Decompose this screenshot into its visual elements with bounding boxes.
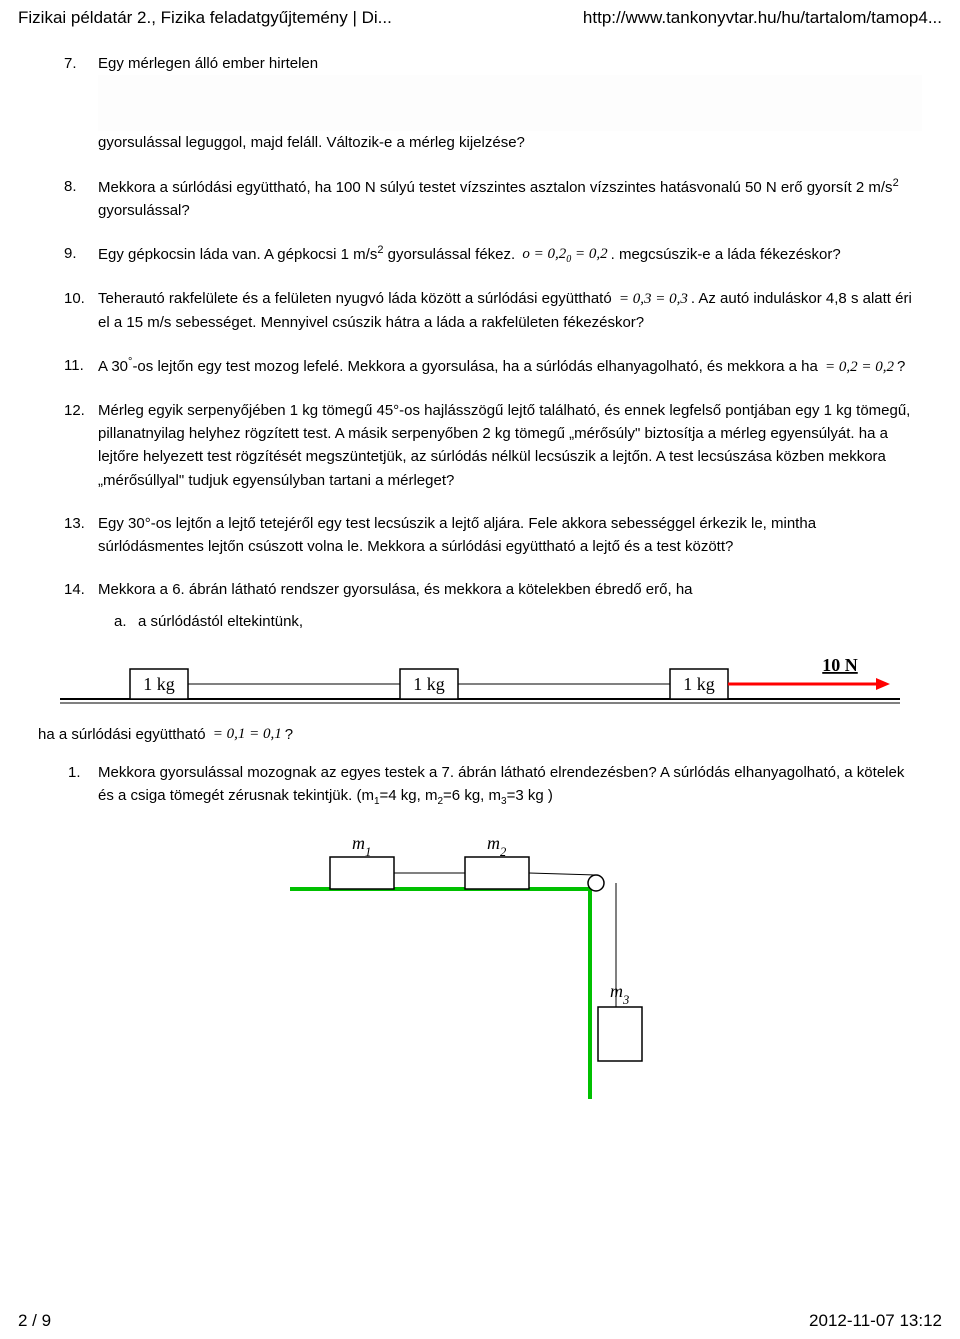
svg-text:1 kg: 1 kg — [413, 674, 445, 694]
problem-10: 10. Teherautó rakfelülete és a felületen… — [98, 287, 942, 334]
sub-item-number: a. — [114, 610, 127, 633]
figure-1: 1 kg 1 kg 1 kg 10 N — [18, 653, 942, 709]
superscript: 2 — [893, 177, 899, 189]
svg-text:m1: m1 — [352, 833, 371, 859]
problem-text: gyorsulással fékez. — [383, 246, 519, 263]
problem-text: Egy mérlegen álló ember hirtelen — [98, 55, 318, 72]
sub-item-a: a. a súrlódástól eltekintünk, — [138, 610, 922, 633]
problem-9: 9. Egy gépkocsin láda van. A gépkocsi 1 … — [98, 242, 942, 267]
problem-number: 9. — [64, 242, 77, 265]
problem-text: gyorsulással leguggol, majd feláll. Vált… — [98, 134, 525, 151]
svg-text:m2: m2 — [487, 833, 507, 859]
formula-inline: = 0,3 = 0,3 — [619, 291, 688, 307]
problem-text: =4 kg, m — [380, 787, 438, 804]
footer-left: 2 / 9 — [18, 1311, 51, 1331]
problem-list-2: 1. Mekkora gyorsulással mozognak az egye… — [18, 761, 942, 810]
text-part: ? — [285, 726, 293, 743]
problem-text: =6 kg, m — [443, 787, 501, 804]
svg-text:10 N: 10 N — [822, 655, 858, 675]
svg-text:1 kg: 1 kg — [683, 674, 715, 694]
problem-text: =3 kg ) — [507, 787, 553, 804]
problem-text: . megcsúszik-e a láda fékezéskor? — [611, 246, 841, 263]
problem-number: 12. — [64, 399, 85, 422]
problem-text: ? — [897, 358, 905, 375]
text-part: ha a súrlódási együttható — [38, 726, 210, 743]
formula-inline: = 0,2 = 0,2 — [825, 359, 894, 375]
problem-text: -os lejtőn egy test mozog lefelé. Mekkor… — [132, 358, 822, 375]
problem-12: 12. Mérleg egyik serpenyőjében 1 kg töme… — [98, 399, 942, 492]
problem-number: 8. — [64, 175, 77, 198]
page-header: Fizikai példatár 2., Fizika feladatgyűjt… — [18, 8, 942, 28]
after-figure-text: ha a súrlódási együttható = 0,1 = 0,1? — [38, 723, 942, 747]
figure-1-svg: 1 kg 1 kg 1 kg 10 N — [60, 653, 900, 709]
svg-text:1 kg: 1 kg — [143, 674, 175, 694]
header-left: Fizikai példatár 2., Fizika feladatgyűjt… — [18, 8, 392, 28]
problem-number: 10. — [64, 287, 85, 310]
formula-inline: = 0,1 = 0,1 — [213, 726, 282, 742]
problem-text: A 30 — [98, 358, 128, 375]
problem-list: 7. Egy mérlegen álló ember hirtelen gyor… — [18, 52, 942, 633]
problem-text: Teherautó rakfelülete és a felületen nyu… — [98, 290, 616, 307]
header-right: http://www.tankonyvtar.hu/hu/tartalom/ta… — [583, 8, 942, 28]
problem-8: 8. Mekkora a súrlódási együttható, ha 10… — [98, 175, 942, 223]
problem-14: 14. Mekkora a 6. ábrán látható rendszer … — [98, 578, 942, 633]
svg-text:m3: m3 — [610, 981, 629, 1007]
problem-number: 1. — [68, 761, 81, 784]
blank-spacer — [98, 75, 922, 131]
sub-item-text: a súrlódástól eltekintünk, — [138, 613, 303, 630]
sub-list: a. a súrlódástól eltekintünk, — [98, 610, 922, 633]
problem-number: 7. — [64, 52, 77, 75]
figure-2-svg: m1 m2 m3 — [290, 819, 670, 1099]
problem-sec-1: 1. Mekkora gyorsulással mozognak az egye… — [98, 761, 942, 810]
problem-number: 11. — [64, 354, 84, 377]
problem-text: Mekkora a 6. ábrán látható rendszer gyor… — [98, 581, 693, 598]
problem-text: Egy gépkocsin láda van. A gépkocsi 1 m/s — [98, 246, 377, 263]
page-footer: 2 / 9 2012-11-07 13:12 — [18, 1311, 942, 1331]
problem-7: 7. Egy mérlegen álló ember hirtelen gyor… — [98, 52, 942, 155]
problem-text: Egy 30°-os lejtőn a lejtő tetejéről egy … — [98, 515, 816, 555]
formula-inline: o = 0,20 = 0,2 — [522, 246, 607, 262]
problem-text: Mekkora a súrlódási együttható, ha 100 N… — [98, 179, 893, 196]
problem-number: 14. — [64, 578, 85, 601]
problem-13: 13. Egy 30°-os lejtőn a lejtő tetejéről … — [98, 512, 942, 559]
problem-text: Mérleg egyik serpenyőjében 1 kg tömegű 4… — [98, 402, 910, 489]
problem-number: 13. — [64, 512, 85, 535]
footer-right: 2012-11-07 13:12 — [809, 1311, 942, 1331]
problem-11: 11. A 30°-os lejtőn egy test mozog lefel… — [98, 354, 942, 379]
problem-text: gyorsulással? — [98, 202, 190, 219]
figure-2: m1 m2 m3 — [18, 819, 942, 1099]
